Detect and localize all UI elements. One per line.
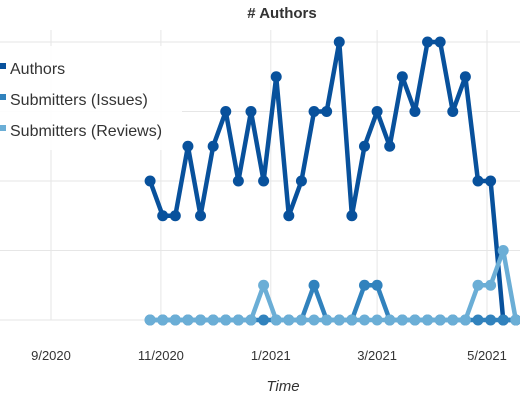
- data-point[interactable]: [220, 314, 232, 326]
- data-point[interactable]: [207, 140, 219, 152]
- data-point[interactable]: [434, 314, 446, 326]
- legend-background: [0, 46, 182, 150]
- data-point[interactable]: [283, 210, 295, 222]
- data-point[interactable]: [182, 140, 194, 152]
- data-point[interactable]: [346, 314, 358, 326]
- legend-marker: [0, 94, 6, 100]
- data-point[interactable]: [422, 314, 434, 326]
- legend-label[interactable]: Authors: [10, 61, 65, 78]
- data-point[interactable]: [232, 314, 244, 326]
- data-point[interactable]: [270, 314, 282, 326]
- data-point[interactable]: [144, 175, 156, 187]
- series-line: [150, 248, 520, 323]
- data-point[interactable]: [157, 314, 169, 326]
- data-point[interactable]: [169, 210, 181, 222]
- data-point[interactable]: [308, 279, 320, 291]
- data-point[interactable]: [459, 71, 471, 83]
- data-point[interactable]: [409, 314, 421, 326]
- x-axis-ticks: 9/2020 11/2020 1/2021 3/2021 5/2021: [31, 348, 507, 363]
- data-point[interactable]: [169, 314, 181, 326]
- data-point[interactable]: [409, 106, 421, 117]
- legend[interactable]: Authors Submitters (Issues) Submitters (Re…: [0, 46, 182, 150]
- data-point[interactable]: [220, 106, 232, 117]
- data-point[interactable]: [207, 314, 219, 326]
- data-point[interactable]: [472, 279, 484, 291]
- data-point[interactable]: [333, 314, 345, 326]
- data-point[interactable]: [258, 175, 270, 187]
- data-point[interactable]: [232, 175, 244, 187]
- chart-title: # Authors: [247, 5, 316, 22]
- series-group: [144, 36, 520, 326]
- data-point[interactable]: [283, 314, 295, 326]
- x-axis-title: Time: [266, 378, 299, 395]
- data-point[interactable]: [258, 314, 270, 326]
- x-tick-label: 9/2020: [31, 348, 71, 363]
- data-point[interactable]: [384, 314, 396, 326]
- x-tick-label: 5/2021: [467, 348, 507, 363]
- data-point[interactable]: [295, 175, 307, 187]
- data-point[interactable]: [447, 314, 459, 326]
- legend-marker: [0, 63, 6, 69]
- data-point[interactable]: [333, 36, 345, 48]
- x-tick-label: 1/2021: [251, 348, 291, 363]
- data-point[interactable]: [371, 279, 383, 291]
- data-point[interactable]: [422, 36, 434, 48]
- data-point[interactable]: [358, 279, 370, 291]
- data-point[interactable]: [510, 314, 520, 326]
- data-point[interactable]: [485, 175, 497, 187]
- data-point[interactable]: [321, 314, 333, 326]
- data-point[interactable]: [157, 210, 169, 222]
- data-point[interactable]: [270, 71, 282, 83]
- data-point[interactable]: [472, 314, 484, 326]
- series-submitters-reviews: [144, 245, 520, 326]
- data-point[interactable]: [182, 314, 194, 326]
- data-point[interactable]: [497, 314, 509, 326]
- data-point[interactable]: [258, 279, 270, 291]
- data-point[interactable]: [371, 314, 383, 326]
- data-point[interactable]: [497, 245, 509, 256]
- data-point[interactable]: [295, 314, 307, 326]
- x-tick-label: 3/2021: [357, 348, 397, 363]
- data-point[interactable]: [195, 314, 207, 326]
- data-point[interactable]: [396, 314, 408, 326]
- data-point[interactable]: [371, 106, 383, 117]
- data-point[interactable]: [358, 140, 370, 152]
- data-point[interactable]: [396, 71, 408, 83]
- data-point[interactable]: [245, 106, 257, 117]
- data-point[interactable]: [346, 210, 358, 222]
- data-point[interactable]: [321, 106, 333, 117]
- legend-marker: [0, 125, 6, 131]
- data-point[interactable]: [195, 210, 207, 222]
- data-point[interactable]: [459, 314, 471, 326]
- data-point[interactable]: [384, 140, 396, 152]
- data-point[interactable]: [434, 36, 446, 48]
- legend-label[interactable]: Submitters (Issues): [10, 92, 148, 109]
- data-point[interactable]: [485, 279, 497, 291]
- data-point[interactable]: [472, 175, 484, 187]
- x-tick-label: 11/2020: [138, 348, 184, 363]
- data-point[interactable]: [308, 106, 320, 117]
- data-point[interactable]: [447, 106, 459, 117]
- legend-label[interactable]: Submitters (Reviews): [10, 123, 162, 140]
- data-point[interactable]: [308, 314, 320, 326]
- data-point[interactable]: [144, 314, 156, 326]
- data-point[interactable]: [358, 314, 370, 326]
- data-point[interactable]: [245, 314, 257, 326]
- data-point[interactable]: [485, 314, 497, 326]
